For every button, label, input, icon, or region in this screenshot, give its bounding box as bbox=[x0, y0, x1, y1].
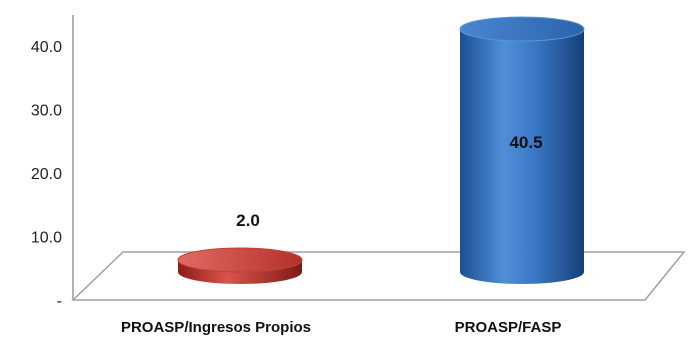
x-category-label: PROASP/Ingresos Propios bbox=[121, 319, 311, 336]
y-ticks: - 10.0 20.0 30.0 40.0 bbox=[31, 39, 62, 310]
bar bbox=[177, 247, 303, 284]
bars: 2.0 40.5 bbox=[177, 16, 585, 284]
data-label: 2.0 bbox=[236, 211, 260, 230]
y-tick-label: 20.0 bbox=[31, 166, 62, 183]
chart-floor bbox=[71, 251, 686, 301]
x-category-label: PROASP/FASP bbox=[455, 319, 562, 336]
y-tick-label: 10.0 bbox=[31, 230, 62, 247]
y-tick-label: 40.0 bbox=[31, 39, 62, 56]
bar-top bbox=[459, 16, 585, 42]
bar bbox=[459, 16, 585, 284]
data-label: 40.5 bbox=[509, 133, 542, 152]
bar-top bbox=[177, 247, 303, 273]
axes bbox=[71, 15, 686, 301]
bar-body bbox=[460, 29, 584, 284]
y-tick-label: 30.0 bbox=[31, 103, 62, 120]
y-tick-label: - bbox=[57, 293, 62, 310]
category-labels: PROASP/Ingresos Propios PROASP/FASP bbox=[121, 319, 561, 336]
